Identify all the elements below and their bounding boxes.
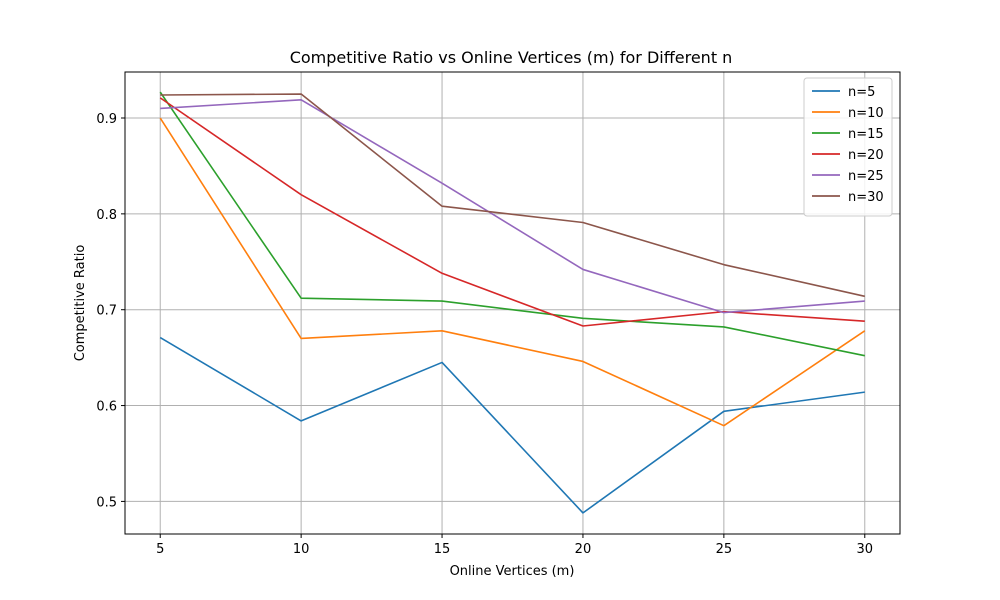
y-tick-label: 0.9: [96, 112, 117, 127]
x-tick-label: 20: [575, 542, 592, 557]
x-tick-label: 15: [434, 542, 451, 557]
series-line-n-20: [159, 97, 865, 327]
series-line-n-10: [159, 117, 866, 427]
legend: n=5 n=10 n=15 n=20 n=25 n=30: [803, 77, 893, 217]
series-line-n-15: [159, 91, 865, 357]
y-tick-label: 0.8: [96, 208, 117, 223]
plot-frame: [124, 71, 901, 535]
series-line-n-5: [159, 336, 865, 514]
series-lines: [159, 91, 866, 514]
legend-label: n=10: [848, 106, 884, 121]
y-tick-label: 0.5: [96, 495, 117, 510]
legend-label: n=30: [848, 190, 884, 205]
series-line-n-25: [160, 98, 865, 314]
grid: [125, 72, 900, 534]
y-axis: 0.5 0.6 0.7 0.8 0.9: [96, 112, 125, 510]
y-axis-label: Competitive Ratio: [73, 245, 88, 362]
y-tick-label: 0.6: [96, 400, 117, 415]
x-tick-label: 30: [856, 542, 873, 557]
chart-title: Competitive Ratio vs Online Vertices (m)…: [290, 48, 733, 67]
legend-label: n=20: [848, 148, 884, 163]
legend-label: n=15: [848, 127, 884, 142]
y-tick-label: 0.7: [96, 304, 117, 319]
x-tick-label: 25: [716, 542, 733, 557]
x-tick-label: 5: [156, 542, 164, 557]
x-tick-label: 10: [293, 542, 310, 557]
legend-label: n=5: [848, 85, 875, 100]
legend-label: n=25: [848, 169, 884, 184]
x-axis: 5 10 15 20 25 30: [156, 534, 873, 557]
series-line-n-30: [160, 93, 865, 298]
x-axis-label: Online Vertices (m): [450, 564, 575, 579]
